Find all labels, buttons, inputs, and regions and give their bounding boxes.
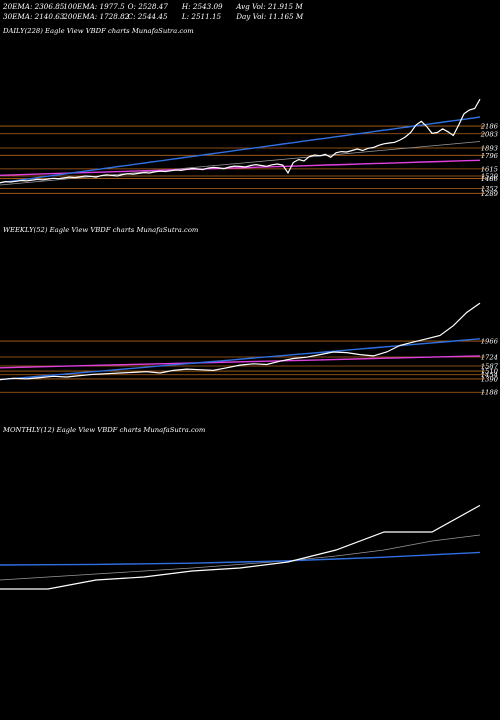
weekly-level-label: 1587 xyxy=(481,362,499,370)
weekly-level-label: 1188 xyxy=(481,389,499,397)
daily-ma-magenta-line xyxy=(0,159,481,176)
monthly-chart xyxy=(0,504,481,590)
stats-row-1: 20EMA: 2306.85 100EMA: 1977.5 O: 2528.47… xyxy=(3,2,303,12)
weekly-level-label: 1454 xyxy=(481,371,498,379)
weekly-panel-title: WEEKLY(52) Eagle View VBDF charts Munafa… xyxy=(3,226,199,234)
weekly-level-label: 1390 xyxy=(481,375,499,383)
daily-ma-grey-line xyxy=(0,141,481,186)
daily-level-label: 1289 xyxy=(481,190,499,198)
low-value: L: 2511.15 xyxy=(181,12,222,21)
daily-level-label: 1352 xyxy=(481,185,498,193)
daily-panel-title: DAILY(228) Eagle View VBDF charts Munafa… xyxy=(3,27,194,35)
weekly-level-label: 1966 xyxy=(481,338,499,346)
ema30-value: 30EMA: 2140.63 xyxy=(3,12,65,21)
stats-header: 20EMA: 2306.85 100EMA: 1977.5 O: 2528.47… xyxy=(3,2,303,22)
weekly-ma-magenta-line xyxy=(0,355,481,369)
avg-vol-value: Avg Vol: 21.915 M xyxy=(236,2,303,11)
open-value: O: 2528.47 xyxy=(127,2,168,11)
daily-level-label: 2186 xyxy=(480,123,499,131)
daily-level-label: 1893 xyxy=(481,145,498,153)
daily-ma-blue-line xyxy=(0,116,481,184)
ema20-value: 20EMA: 2306.85 xyxy=(3,2,65,11)
day-vol-value: Day Vol: 11.165 M xyxy=(236,12,304,21)
high-value: H: 2543.09 xyxy=(181,2,223,11)
monthly-panel-title: MONTHLY(12) Eagle View VBDF charts Munaf… xyxy=(3,426,206,434)
monthly-ma-blue-line xyxy=(0,551,481,566)
daily-level-label: 1615 xyxy=(481,165,498,173)
weekly-level-label: 1724 xyxy=(481,353,498,361)
daily-level-label: 1486 xyxy=(481,175,499,183)
ema200-value: 200EMA: 1728.82 xyxy=(63,12,130,21)
daily-level-label: 1520 xyxy=(481,173,499,181)
weekly-ma-blue-line xyxy=(0,338,481,381)
monthly-price-line xyxy=(0,504,481,590)
weekly-price-line xyxy=(0,302,481,381)
close-value: C: 2544.45 xyxy=(127,12,168,21)
weekly-level-label: 1510 xyxy=(481,368,499,376)
ema100-value: 100EMA: 1977.5 xyxy=(63,2,125,11)
stats-row-2: 30EMA: 2140.63 200EMA: 1728.82 C: 2544.4… xyxy=(3,12,303,22)
daily-level-label: 2083 xyxy=(480,130,498,138)
daily-level-label: 1796 xyxy=(481,152,499,160)
daily-price-line xyxy=(0,98,481,184)
monthly-ma-grey-line xyxy=(0,534,481,581)
